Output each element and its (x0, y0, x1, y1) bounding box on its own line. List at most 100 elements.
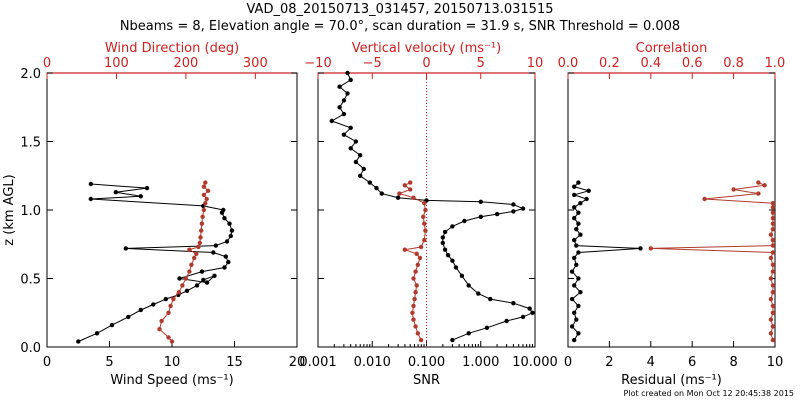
data-point (341, 98, 347, 103)
panel-2: 0.001 0.010 0.100 1.000 10.000 SNR −10 −5 0 5 10 Ve… (299, 41, 557, 388)
data-point (770, 243, 776, 248)
data-point (770, 205, 776, 210)
data-point (417, 255, 423, 261)
data-point (450, 337, 455, 343)
data-point (466, 283, 471, 288)
data-point (422, 201, 427, 206)
data-point (572, 184, 577, 189)
bottom-axis-title: SNR (413, 373, 440, 388)
data-point (144, 185, 150, 191)
bottom-tick-label: 8 (729, 355, 737, 370)
data-point (423, 228, 428, 233)
panel-1: 0 5 10 15 20 Wind Speed (ms⁻¹) 0 100 200 300 Wind … (2, 41, 305, 388)
bottom-tick-label: 0.100 (408, 355, 445, 370)
top-tick-label: 1.0 (765, 56, 786, 71)
data-point (88, 196, 94, 202)
top-axis-title: Vertical velocity (ms⁻¹) (352, 41, 501, 56)
data-point (770, 269, 776, 274)
data-point (194, 251, 199, 256)
data-point (151, 302, 156, 307)
data-point (418, 337, 424, 343)
y-axis-title: z (km AGL) (2, 174, 17, 245)
data-point (353, 159, 359, 165)
data-point (770, 221, 776, 226)
data-point (337, 84, 342, 89)
top-tick-label: 300 (243, 56, 268, 71)
data-point (212, 273, 217, 278)
data-point (395, 195, 401, 200)
y-tick-label: 1.5 (20, 136, 41, 151)
top-tick-label: 200 (173, 56, 198, 71)
data-point (411, 195, 416, 200)
data-point (511, 202, 516, 207)
bottom-tick-label: 1.000 (462, 355, 499, 370)
data-point (76, 339, 81, 344)
data-point (770, 283, 776, 288)
data-point (227, 221, 232, 226)
data-point (576, 250, 581, 255)
data-point (163, 296, 168, 302)
data-point (494, 211, 500, 217)
data-point (423, 207, 428, 213)
data-point (450, 258, 455, 263)
data-point (168, 303, 173, 309)
bottom-tick-label: 2 (605, 355, 613, 370)
series-line (330, 72, 534, 341)
data-point (574, 227, 579, 232)
data-point (702, 196, 707, 202)
data-point (213, 243, 218, 248)
data-point (476, 291, 481, 296)
data-point (488, 296, 493, 302)
data-point (222, 265, 227, 270)
data-point (770, 210, 776, 215)
data-point (520, 314, 526, 320)
data-point (576, 210, 581, 215)
data-point (578, 232, 583, 237)
data-point (445, 253, 451, 258)
data-point (770, 250, 776, 255)
series-line (571, 182, 641, 341)
data-point (413, 324, 418, 329)
data-point (418, 244, 424, 250)
data-point (574, 243, 579, 248)
y-tick-label: 1.0 (20, 204, 41, 219)
data-point (576, 221, 581, 226)
data-point (511, 209, 516, 214)
data-point (414, 283, 419, 288)
plot-created-footer: Plot created on Mon Oct 12 20:45:38 2015 (623, 389, 794, 398)
data-point (337, 105, 342, 110)
data-point (341, 111, 347, 117)
data-point (648, 246, 653, 251)
data-point (197, 240, 202, 246)
data-point (756, 191, 761, 196)
series-line (650, 182, 774, 341)
data-point (353, 139, 359, 144)
data-point (183, 276, 189, 281)
data-point (192, 255, 197, 261)
data-point (166, 310, 171, 315)
data-point (421, 214, 426, 219)
data-point (204, 196, 209, 202)
data-point (442, 229, 448, 235)
data-point (572, 283, 577, 288)
data-point (576, 303, 581, 309)
data-point (578, 290, 583, 295)
data-point (770, 324, 776, 329)
bottom-tick-label: 10 (767, 355, 784, 370)
data-point (177, 276, 182, 281)
data-point (345, 91, 350, 96)
plot-frame (567, 72, 776, 348)
data-point (113, 190, 119, 195)
data-point (530, 310, 535, 315)
data-point (205, 188, 211, 193)
top-tick-label: 5 (477, 56, 485, 71)
data-point (770, 303, 776, 309)
series-2 (397, 180, 428, 343)
data-point (440, 235, 445, 240)
data-point (578, 201, 583, 206)
data-point (572, 205, 577, 210)
panel-3: 0 2 4 6 8 10 Residual (ms⁻¹) 0.0 0.2 0.4 0.6 0.8 1.0… (558, 41, 786, 388)
data-point (203, 180, 208, 185)
chart-subtitle: Nbeams = 8, Elevation angle = 70.0°, sca… (119, 19, 681, 34)
data-point (731, 187, 736, 192)
